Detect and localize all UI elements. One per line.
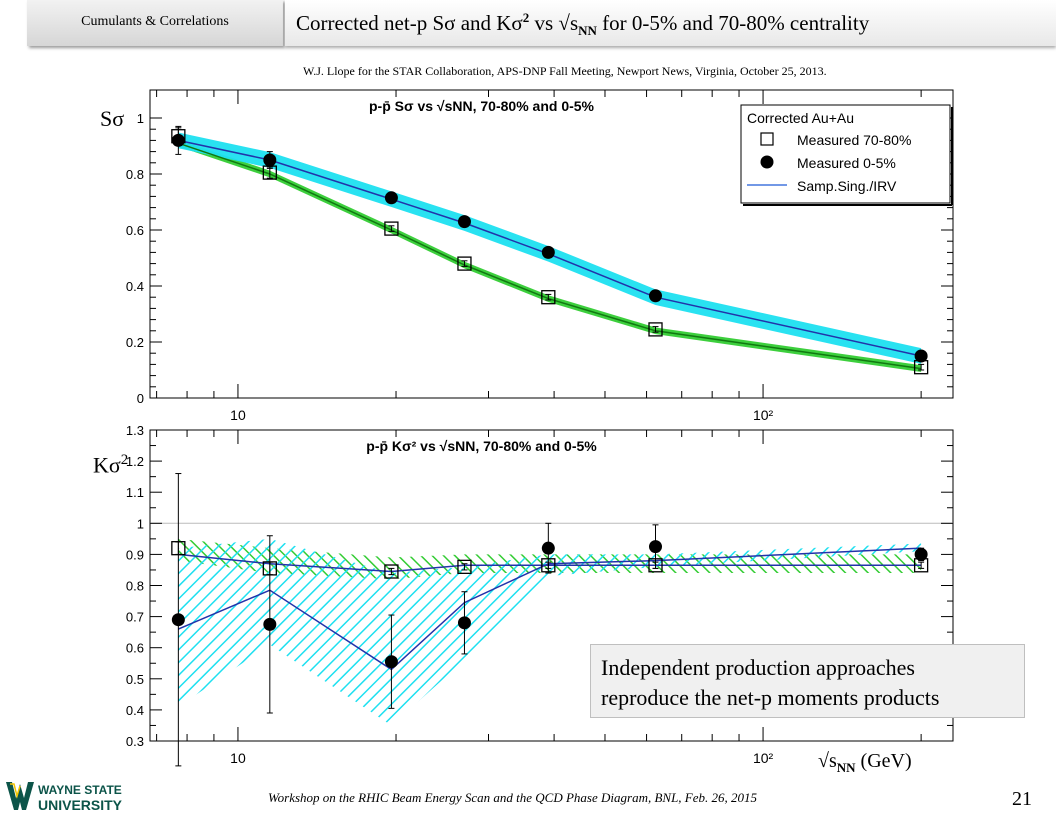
point-0-5 xyxy=(171,133,185,147)
point-0-5 xyxy=(263,153,277,167)
y-tick-label: 0.7 xyxy=(126,610,144,625)
chart-title: p-p̄ Sσ vs √sNN, 70-80% and 0-5% xyxy=(369,98,595,114)
y-tick-label: 0.4 xyxy=(126,703,144,718)
ylabel-bottom-main: Kσ xyxy=(93,452,121,478)
point-0-5 xyxy=(541,541,555,555)
point-0-5 xyxy=(263,617,277,631)
title-mid: vs √s xyxy=(529,11,579,35)
y-tick-label: 0.4 xyxy=(126,279,144,294)
panel-top: 0 0.2 0.4 0.6 0.8 1 10 10² p-p̄ Sσ vs √sNN, 70-8… xyxy=(126,89,954,423)
wayne-state-logo: WAYNE STATE UNIVERSITY xyxy=(6,782,123,813)
logo-line-2: UNIVERSITY xyxy=(38,797,123,813)
legend-circle-marker xyxy=(760,155,774,169)
note-line-2: reproduce the net-p moments products xyxy=(601,685,940,710)
point-70-80 xyxy=(384,564,399,579)
x-tick-label: 10 xyxy=(230,407,246,423)
xlabel-post: (GeV) xyxy=(855,750,912,772)
point-0-5 xyxy=(384,655,398,669)
title-end: for 0-5% and 70-80% centrality xyxy=(596,11,870,35)
y-tick-label: 0.6 xyxy=(126,641,144,656)
credit-line: W.J. Llope for the STAR Collaboration, A… xyxy=(303,64,827,78)
point-0-5 xyxy=(914,547,928,561)
legend-entry: Samp.Sing./IRV xyxy=(797,178,897,194)
note-line-1: Independent production approaches xyxy=(601,655,915,680)
section-tab-label: Cumulants & Correlations xyxy=(81,14,229,29)
point-70-80 xyxy=(541,290,556,305)
slide-title: Corrected net-p Sσ and Kσ2 vs √sNN for 0… xyxy=(296,10,869,39)
y-tick-label: 1 xyxy=(137,516,144,531)
cyan-band xyxy=(178,538,922,726)
title-sup: 2 xyxy=(522,10,530,25)
title-sub: NN xyxy=(578,23,597,39)
y-tick-label: 1 xyxy=(137,111,144,126)
section-tab: Cumulants & Correlations xyxy=(27,0,283,46)
page-number: 21 xyxy=(1012,788,1032,810)
xlabel-sub: NN xyxy=(836,760,856,775)
legend-title: Corrected Au+Au xyxy=(747,110,854,126)
footer-text: Workshop on the RHIC Beam Energy Scan an… xyxy=(268,790,758,805)
y-tick-label: 0.5 xyxy=(126,672,144,687)
legend-entry: Measured 0-5% xyxy=(797,155,896,171)
y-tick-label: 0.2 xyxy=(126,335,144,350)
legend: Corrected Au+Au Measured 70-80% Measured 0… xyxy=(740,104,953,206)
point-70-80 xyxy=(457,559,472,574)
y-tick-label: 0 xyxy=(137,391,144,406)
legend-box xyxy=(740,104,951,204)
y-tick-label: 1.1 xyxy=(126,485,144,500)
point-0-5 xyxy=(914,349,928,363)
y-tick-label: 0.9 xyxy=(126,547,144,562)
ylabel-bottom-sup: 2 xyxy=(120,452,129,468)
point-0-5 xyxy=(384,191,398,205)
x-tick-label: 10² xyxy=(753,750,774,766)
y-tick-label: 1.2 xyxy=(126,454,144,469)
y-tick-label: 0.6 xyxy=(126,223,144,238)
legend-square-marker xyxy=(760,132,774,146)
ylabel-top: Sσ xyxy=(100,106,125,131)
y-tick-label: 1.3 xyxy=(126,423,144,438)
title-main: Corrected net-p Sσ and Kσ xyxy=(296,11,523,35)
point-70-80 xyxy=(648,322,663,337)
x-tick-label: 10 xyxy=(230,750,246,766)
y-tick-label: 0.3 xyxy=(126,734,144,749)
note-box: Independent production approaches reprod… xyxy=(590,644,1025,718)
legend-entry: Measured 70-80% xyxy=(797,132,911,148)
point-70-80 xyxy=(384,221,399,236)
point-0-5 xyxy=(541,245,555,259)
ylabel-bottom: Kσ2 xyxy=(93,452,128,478)
point-0-5 xyxy=(649,540,663,554)
point-0-5 xyxy=(649,289,663,303)
point-0-5 xyxy=(457,215,471,229)
chart-title: p-p̄ Kσ² vs √sNN, 70-80% and 0-5% xyxy=(366,438,597,454)
title-bar xyxy=(285,0,1056,46)
x-tick-label: 10² xyxy=(753,407,774,423)
xlabel: √sNN (GeV) xyxy=(818,750,912,776)
logo-line-1: WAYNE STATE xyxy=(38,783,122,797)
y-tick-label: 0.8 xyxy=(126,167,144,182)
point-0-5 xyxy=(457,616,471,630)
point-70-80 xyxy=(457,256,472,271)
xlabel-pre: √s xyxy=(818,750,837,772)
y-tick-label: 0.8 xyxy=(126,579,144,594)
point-0-5 xyxy=(171,613,185,627)
